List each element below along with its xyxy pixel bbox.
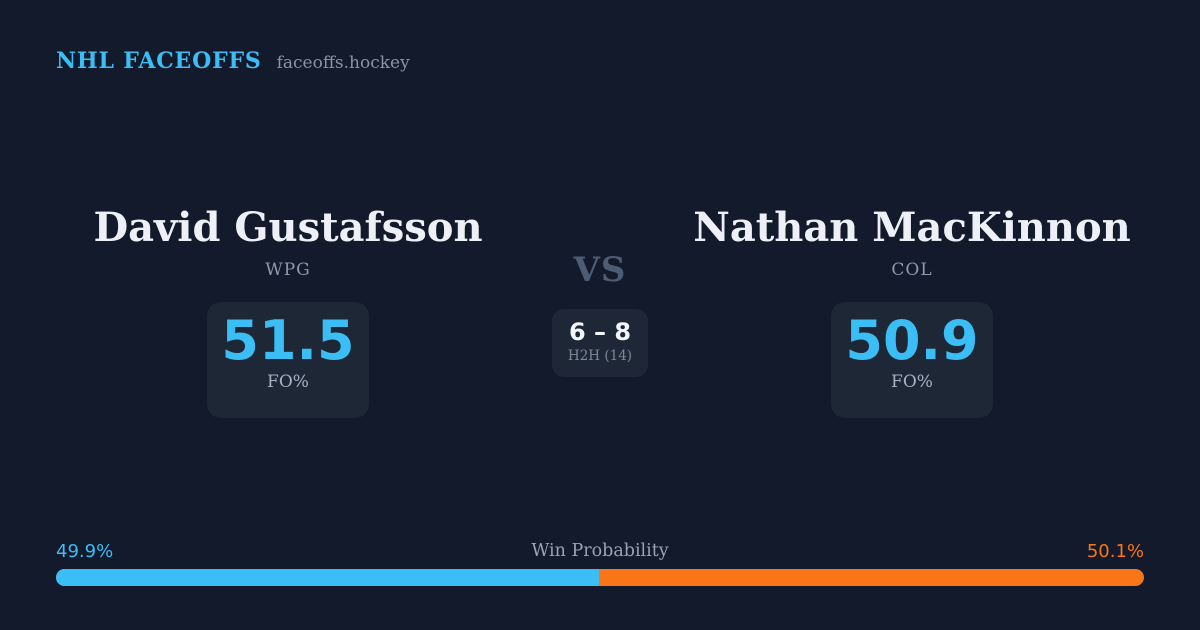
vs-label: VS — [573, 250, 627, 290]
h2h-label: H2H (14) — [567, 348, 633, 364]
win-probability-title: Win Probability — [531, 541, 669, 561]
header: NHL FACEOFFS faceoffs.hockey — [56, 48, 410, 74]
player-right-stat-card: 50.9 FO% — [831, 302, 993, 418]
h2h-card: 6 – 8 H2H (14) — [552, 309, 648, 377]
player-left-stat-label: FO% — [267, 372, 309, 392]
win-probability-labels: 49.9% Win Probability 50.1% — [56, 541, 1144, 563]
h2h-score: 6 – 8 — [568, 318, 632, 346]
brand-title: NHL FACEOFFS — [56, 48, 262, 74]
win-probability-right-pct: 50.1% — [1086, 541, 1144, 562]
player-right-team: COL — [891, 260, 933, 280]
player-left-stat-value: 51.5 — [221, 309, 355, 372]
win-probability-bar-left-segment — [56, 569, 599, 586]
player-left-stat-card: 51.5 FO% — [207, 302, 369, 418]
player-left-column: David Gustafsson WPG 51.5 FO% — [0, 206, 576, 418]
player-right-column: Nathan MacKinnon COL 50.9 FO% — [624, 206, 1200, 418]
player-right-name: Nathan MacKinnon — [693, 204, 1131, 251]
site-url: faceoffs.hockey — [276, 53, 410, 73]
versus-column: VS 6 – 8 H2H (14) — [520, 206, 680, 377]
win-probability-section: 49.9% Win Probability 50.1% — [56, 541, 1144, 586]
player-right-stat-value: 50.9 — [845, 309, 979, 372]
player-left-name: David Gustafsson — [93, 204, 483, 251]
player-right-stat-label: FO% — [891, 372, 933, 392]
win-probability-left-pct: 49.9% — [56, 541, 114, 562]
win-probability-bar — [56, 569, 1144, 586]
player-left-team: WPG — [265, 260, 311, 280]
